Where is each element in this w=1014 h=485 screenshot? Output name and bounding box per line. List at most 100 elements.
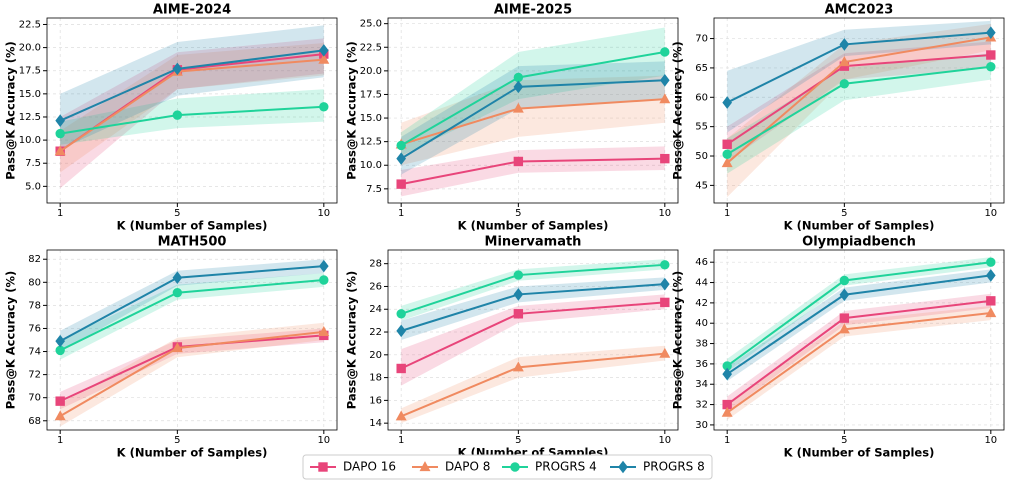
data-point: [512, 361, 524, 372]
y-tick-label: 25.0: [360, 19, 382, 30]
data-point: [171, 342, 183, 353]
data-point: [838, 56, 850, 67]
y-tick-label: 7.5: [25, 158, 41, 169]
data-point: [722, 96, 733, 109]
x-tick-label: 10: [317, 208, 330, 219]
y-tick-label: 78: [28, 300, 41, 311]
data-point: [318, 259, 329, 273]
data-point: [396, 324, 407, 338]
y-tick-label: 46: [695, 257, 708, 268]
legend-label: DAPO 16: [343, 460, 396, 474]
data-point: [172, 271, 183, 284]
data-point: [659, 277, 670, 291]
data-point: [659, 347, 671, 358]
legend-marker: [318, 462, 328, 472]
confidence-band: [727, 305, 991, 420]
y-tick-label: 42: [695, 298, 708, 309]
y-tick-label: 38: [695, 339, 708, 350]
data-point: [660, 297, 670, 308]
plot-frame: [46, 249, 338, 431]
y-tick-label: 80: [28, 277, 41, 288]
x-axis-label: K (Number of Samples): [458, 219, 609, 233]
chart-title: Minervamath: [485, 235, 582, 250]
x-tick-label: 1: [398, 435, 404, 446]
y-axis-label: Pass@K Accuracy (%): [4, 41, 18, 180]
data-point: [172, 287, 183, 298]
confidence-band: [60, 89, 324, 145]
y-tick-label: 24: [369, 304, 382, 315]
data-point: [396, 309, 406, 319]
x-tick-label: 10: [658, 208, 671, 219]
chart-title: AMC2023: [825, 3, 894, 18]
data-point: [839, 288, 850, 302]
data-point: [839, 275, 850, 286]
y-tick-label: 36: [695, 359, 708, 370]
data-point: [986, 257, 996, 267]
y-tick-label: 40: [695, 318, 708, 329]
y-tick-label: 22.5: [19, 19, 41, 30]
x-tick-label: 1: [57, 208, 63, 219]
y-tick-label: 12.5: [19, 112, 41, 123]
y-tick-label: 16: [369, 395, 382, 406]
y-axis-label: Pass@K Accuracy (%): [671, 41, 685, 180]
confidence-band: [727, 269, 991, 382]
x-tick-label: 10: [984, 435, 997, 446]
y-tick-label: 65: [695, 63, 708, 74]
legend-marker: [419, 461, 431, 472]
confidence-band: [727, 257, 991, 373]
chart-title: AIME-2024: [153, 3, 231, 18]
data-point: [55, 334, 66, 348]
confidence-band: [60, 38, 324, 189]
data-point: [660, 260, 670, 270]
y-tick-label: 44: [695, 278, 708, 289]
data-point: [54, 145, 66, 156]
y-tick-label: 30: [695, 420, 708, 431]
data-point: [985, 307, 997, 318]
data-point: [513, 72, 524, 83]
x-tick-label: 1: [57, 435, 63, 446]
y-tick-label: 82: [28, 254, 41, 265]
chart-title: Olympiadbench: [802, 235, 916, 250]
y-tick-label: 15.0: [19, 89, 41, 100]
data-point: [660, 153, 670, 164]
data-point: [985, 269, 996, 282]
y-axis-label: Pass@K Accuracy (%): [4, 271, 18, 410]
chart-title: AIME-2025: [494, 3, 572, 18]
data-point: [513, 309, 524, 319]
confidence-band: [60, 25, 324, 150]
y-tick-label: 20: [369, 350, 382, 361]
data-point: [839, 79, 850, 89]
y-tick-label: 68: [28, 416, 41, 427]
y-tick-label: 26: [369, 281, 382, 292]
data-point: [172, 110, 183, 120]
y-tick-label: 28: [369, 259, 382, 270]
data-point: [985, 26, 996, 39]
y-tick-label: 74: [28, 347, 41, 358]
y-tick-label: 70: [28, 393, 41, 404]
x-tick-label: 5: [174, 435, 180, 446]
y-tick-label: 22.5: [360, 42, 382, 53]
confidence-band: [60, 322, 324, 427]
data-point: [55, 345, 65, 356]
data-point: [318, 44, 329, 57]
data-point: [986, 50, 996, 60]
data-point: [513, 288, 524, 301]
plot-frame: [387, 17, 679, 204]
data-point: [986, 296, 996, 306]
legend-marker: [618, 460, 628, 474]
y-tick-label: 72: [28, 370, 41, 381]
y-tick-label: 10.0: [360, 160, 382, 171]
confidence-band: [727, 41, 991, 162]
data-point: [721, 406, 733, 417]
y-tick-label: 70: [695, 34, 708, 45]
y-tick-label: 15.0: [360, 113, 382, 124]
y-axis-label: Pass@K Accuracy (%): [345, 41, 359, 180]
data-point: [396, 363, 406, 374]
y-tick-label: 32: [695, 400, 708, 411]
y-axis-label: Pass@K Accuracy (%): [345, 271, 359, 410]
x-axis-label: K (Number of Samples): [117, 446, 268, 460]
y-tick-label: 7.5: [366, 184, 382, 195]
data-point: [396, 179, 406, 189]
data-point: [319, 275, 329, 285]
y-axis-label: Pass@K Accuracy (%): [671, 271, 685, 410]
